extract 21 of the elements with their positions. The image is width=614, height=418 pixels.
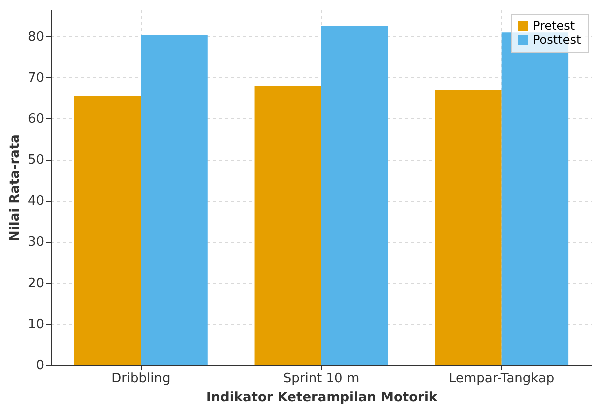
legend-label: Pretest [533, 19, 576, 33]
x-axis-title: Indikator Keterampilan Motorik [206, 390, 438, 406]
y-tick-label: 0 [36, 358, 44, 374]
bar [435, 90, 502, 365]
legend-label: Posttest [533, 33, 582, 47]
x-tick-label: Sprint 10 m [283, 372, 360, 386]
x-tick-label: Lempar-Tangkap [448, 372, 555, 386]
y-tick-label: 10 [28, 317, 44, 332]
x-tick-label: Dribbling [112, 372, 171, 386]
y-tick-label: 20 [28, 276, 44, 292]
y-tick-label: 80 [28, 30, 44, 45]
y-tick-label: 50 [28, 153, 44, 168]
y-tick-label: 60 [28, 112, 44, 127]
y-axis-title: Nilai Rata-rata [8, 134, 23, 242]
y-tick-label: 40 [28, 194, 44, 210]
y-tick-label: 30 [28, 235, 44, 250]
bar [254, 86, 322, 365]
bar [74, 96, 142, 365]
bar [141, 35, 208, 365]
bar [322, 26, 388, 365]
y-tick-label: 70 [28, 70, 44, 86]
